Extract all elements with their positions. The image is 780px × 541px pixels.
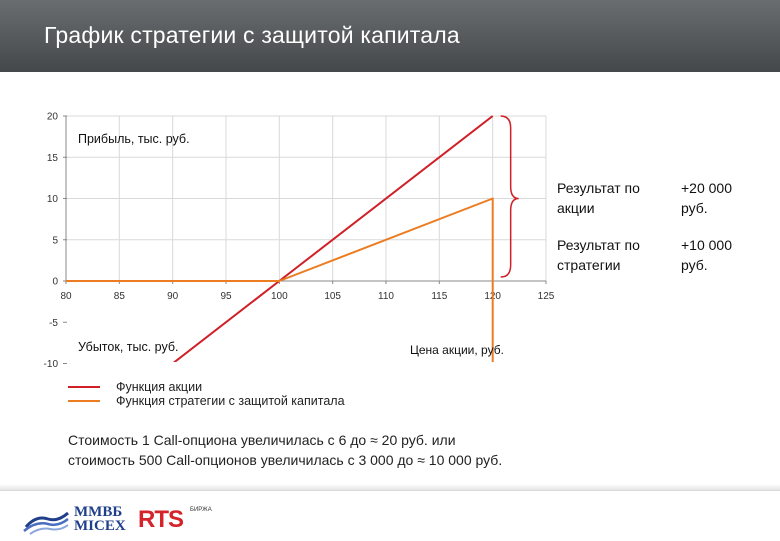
y-tick-label: -10 — [44, 359, 59, 370]
x-tick-label: 115 — [431, 291, 447, 302]
x-tick-label: 100 — [271, 291, 288, 302]
y-tick-label: 0 — [52, 277, 58, 288]
result-strategy-label: Результат по стратегии — [557, 237, 640, 273]
profit-label: Прибыль, тыс. руб. — [78, 132, 190, 146]
rts-logo-subtext: БИРЖА — [190, 507, 212, 513]
micex-logo: ММВБ MICEX — [22, 505, 134, 535]
result-stock-label: Результат по акции — [557, 180, 640, 216]
note-line-1: Стоимость 1 Call-опциона увеличилась с 6… — [68, 432, 456, 448]
explanation-note: Стоимость 1 Call-опциона увеличилась с 6… — [68, 430, 502, 470]
legend-swatch-stock — [68, 386, 100, 388]
y-tick-label: 20 — [47, 112, 59, 123]
x-tick-label: 125 — [538, 291, 555, 302]
series-line-strategy — [66, 197, 494, 362]
result-stock-value: +20 000 руб. — [681, 180, 732, 216]
footer-bar — [0, 490, 780, 541]
y-tick-label: 15 — [47, 153, 59, 164]
footer-shadow — [0, 484, 780, 490]
legend-swatch-strategy — [68, 400, 100, 402]
micex-logo-line1: ММВБ — [74, 504, 123, 520]
chart-series — [66, 115, 494, 362]
result-strategy-value: +10 000 руб. — [681, 237, 732, 273]
note-line-2: стоимость 500 Call-опционов увеличилась … — [68, 452, 503, 468]
y-tick-label: -5 — [49, 318, 58, 329]
legend-label-strategy: Функция стратегии с защитой капитала — [116, 394, 345, 408]
page-title: График стратегии с защитой капитала — [44, 22, 460, 48]
micex-emblem-icon — [23, 511, 70, 535]
x-tick-label: 95 — [220, 291, 232, 302]
result-brace — [500, 115, 519, 278]
x-tick-label: 85 — [114, 291, 126, 302]
rts-logo: RTS БИРЖА — [138, 504, 228, 534]
x-tick-label: 110 — [378, 291, 394, 302]
rts-logo-text: RTS — [138, 506, 184, 533]
micex-logo-line2: MICEX — [74, 518, 126, 534]
header-bar: График стратегии с защитой капитала — [0, 0, 780, 72]
x-tick-label: 90 — [167, 291, 179, 302]
x-axis-label: Цена акции, руб. — [410, 343, 504, 357]
x-tick-label: 105 — [324, 291, 341, 302]
x-tick-label: 80 — [60, 291, 72, 302]
y-tick-label: 10 — [47, 194, 59, 205]
loss-label: Убыток, тыс. руб. — [78, 340, 179, 354]
result-brace-path — [500, 115, 519, 278]
legend-label-stock: Функция акции — [116, 380, 203, 394]
y-tick-label: 5 — [52, 235, 58, 246]
